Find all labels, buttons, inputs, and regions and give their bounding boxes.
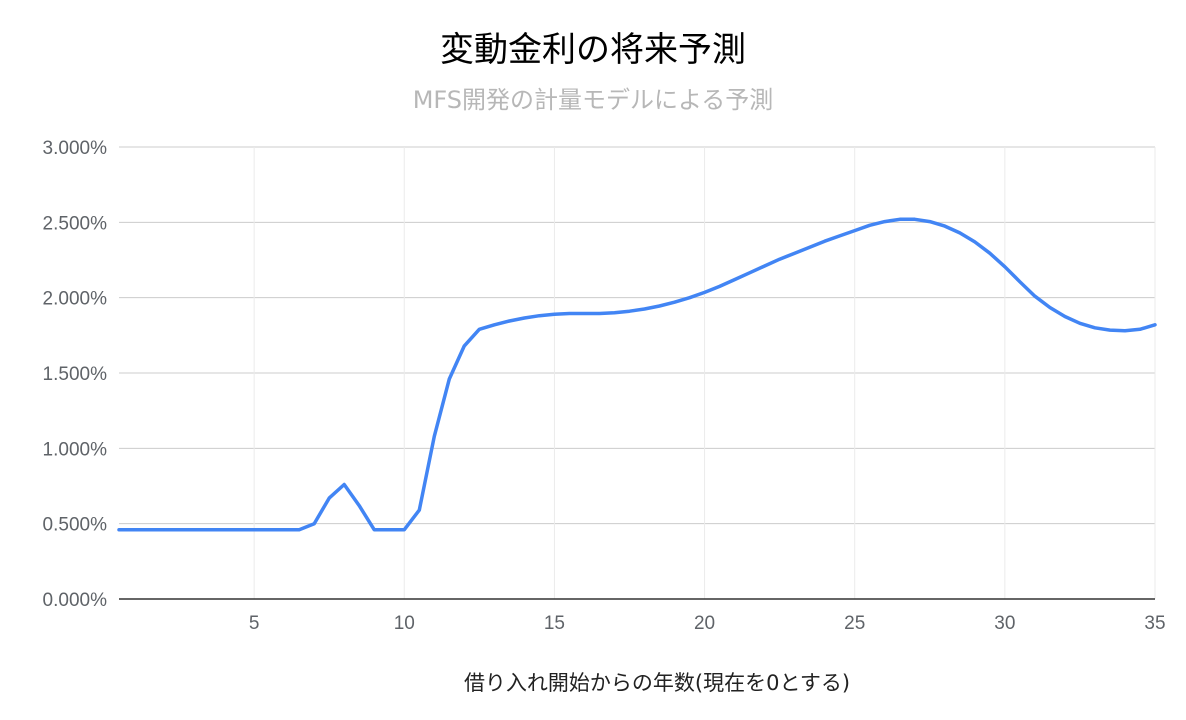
data-point — [643, 307, 646, 311]
data-point — [373, 528, 376, 531]
grid-layer — [119, 146, 1156, 599]
x-tick-label: 5 — [249, 613, 260, 634]
data-point — [748, 271, 751, 274]
x-tick-labels: 5 10 15 20 25 30 35 — [249, 613, 1166, 634]
data-point — [388, 528, 391, 531]
data-point — [1033, 295, 1037, 298]
data-point — [913, 218, 916, 221]
data-point — [1093, 326, 1097, 329]
data-point — [117, 528, 121, 531]
data-point — [1018, 280, 1022, 283]
data-point — [328, 496, 331, 500]
data-point — [943, 224, 946, 228]
y-tick-label: 2.000% — [43, 289, 108, 310]
data-point — [928, 220, 931, 223]
data-point — [1078, 322, 1082, 325]
data-point — [463, 344, 466, 348]
data-point — [583, 312, 586, 315]
data-point — [252, 528, 256, 531]
data-point — [733, 278, 736, 281]
data-point — [763, 264, 766, 268]
data-point — [778, 258, 781, 261]
data-point — [1123, 329, 1127, 332]
y-tick-label: 1.500% — [43, 364, 108, 385]
data-point — [343, 483, 346, 486]
data-point — [192, 528, 196, 531]
data-point — [718, 285, 721, 288]
data-point — [898, 218, 901, 221]
chart-subtitle: MFS開発の計量モデルによる予測 — [412, 86, 774, 114]
data-point — [853, 229, 856, 232]
x-tick-label: 15 — [544, 613, 565, 634]
y-tick-label: 0.500% — [43, 515, 108, 536]
data-point — [1108, 328, 1112, 332]
data-point — [688, 296, 691, 299]
data-point — [508, 319, 511, 323]
data-point — [988, 252, 991, 255]
data-point — [703, 291, 706, 294]
y-tick-label: 3.000% — [43, 138, 108, 159]
series-line — [117, 217, 1157, 532]
data-point — [523, 316, 526, 320]
data-point — [658, 304, 661, 308]
data-point — [433, 435, 436, 438]
data-point — [222, 528, 226, 531]
data-point — [538, 314, 541, 317]
y-tick-label: 0.000% — [43, 590, 108, 611]
data-point — [1048, 306, 1052, 309]
x-tick-label: 25 — [844, 613, 865, 634]
data-point — [568, 312, 571, 315]
data-point — [493, 323, 496, 326]
data-point — [613, 311, 616, 314]
y-tick-label: 1.000% — [43, 439, 108, 460]
data-point — [868, 224, 871, 227]
data-point — [793, 252, 796, 255]
x-tick-label: 30 — [994, 613, 1015, 634]
data-point — [1063, 315, 1067, 318]
y-tick-labels: 0.000% 0.500% 1.000% 1.500% 2.000% 2.500% 3.00… — [43, 138, 108, 611]
chart-title: 変動金利の将来予測 — [440, 30, 746, 70]
series-layer — [117, 217, 1157, 532]
data-point — [883, 220, 886, 223]
x-tick-label: 20 — [694, 613, 715, 634]
data-point — [283, 528, 286, 531]
data-point — [448, 377, 451, 381]
data-point — [1138, 328, 1142, 331]
x-tick-label: 10 — [394, 613, 415, 634]
data-point — [132, 528, 136, 531]
x-axis-title: 借り入れ開始からの年数(現在を0とする) — [464, 671, 850, 695]
y-tick-label: 2.500% — [43, 213, 108, 234]
data-point — [628, 310, 631, 313]
data-point — [358, 504, 361, 507]
data-point — [298, 528, 301, 531]
data-point — [418, 508, 421, 512]
data-point — [808, 246, 811, 249]
data-point — [403, 528, 406, 531]
data-point — [162, 528, 166, 531]
data-point — [1153, 323, 1157, 326]
data-point — [598, 312, 601, 315]
data-point — [823, 240, 826, 243]
data-point — [673, 301, 676, 304]
data-point — [973, 240, 976, 244]
data-point — [313, 522, 316, 525]
data-point — [1003, 265, 1007, 268]
data-point — [838, 234, 841, 238]
data-point — [553, 313, 556, 316]
data-point — [958, 231, 961, 235]
x-tick-label: 35 — [1144, 613, 1165, 634]
data-point — [478, 328, 481, 331]
